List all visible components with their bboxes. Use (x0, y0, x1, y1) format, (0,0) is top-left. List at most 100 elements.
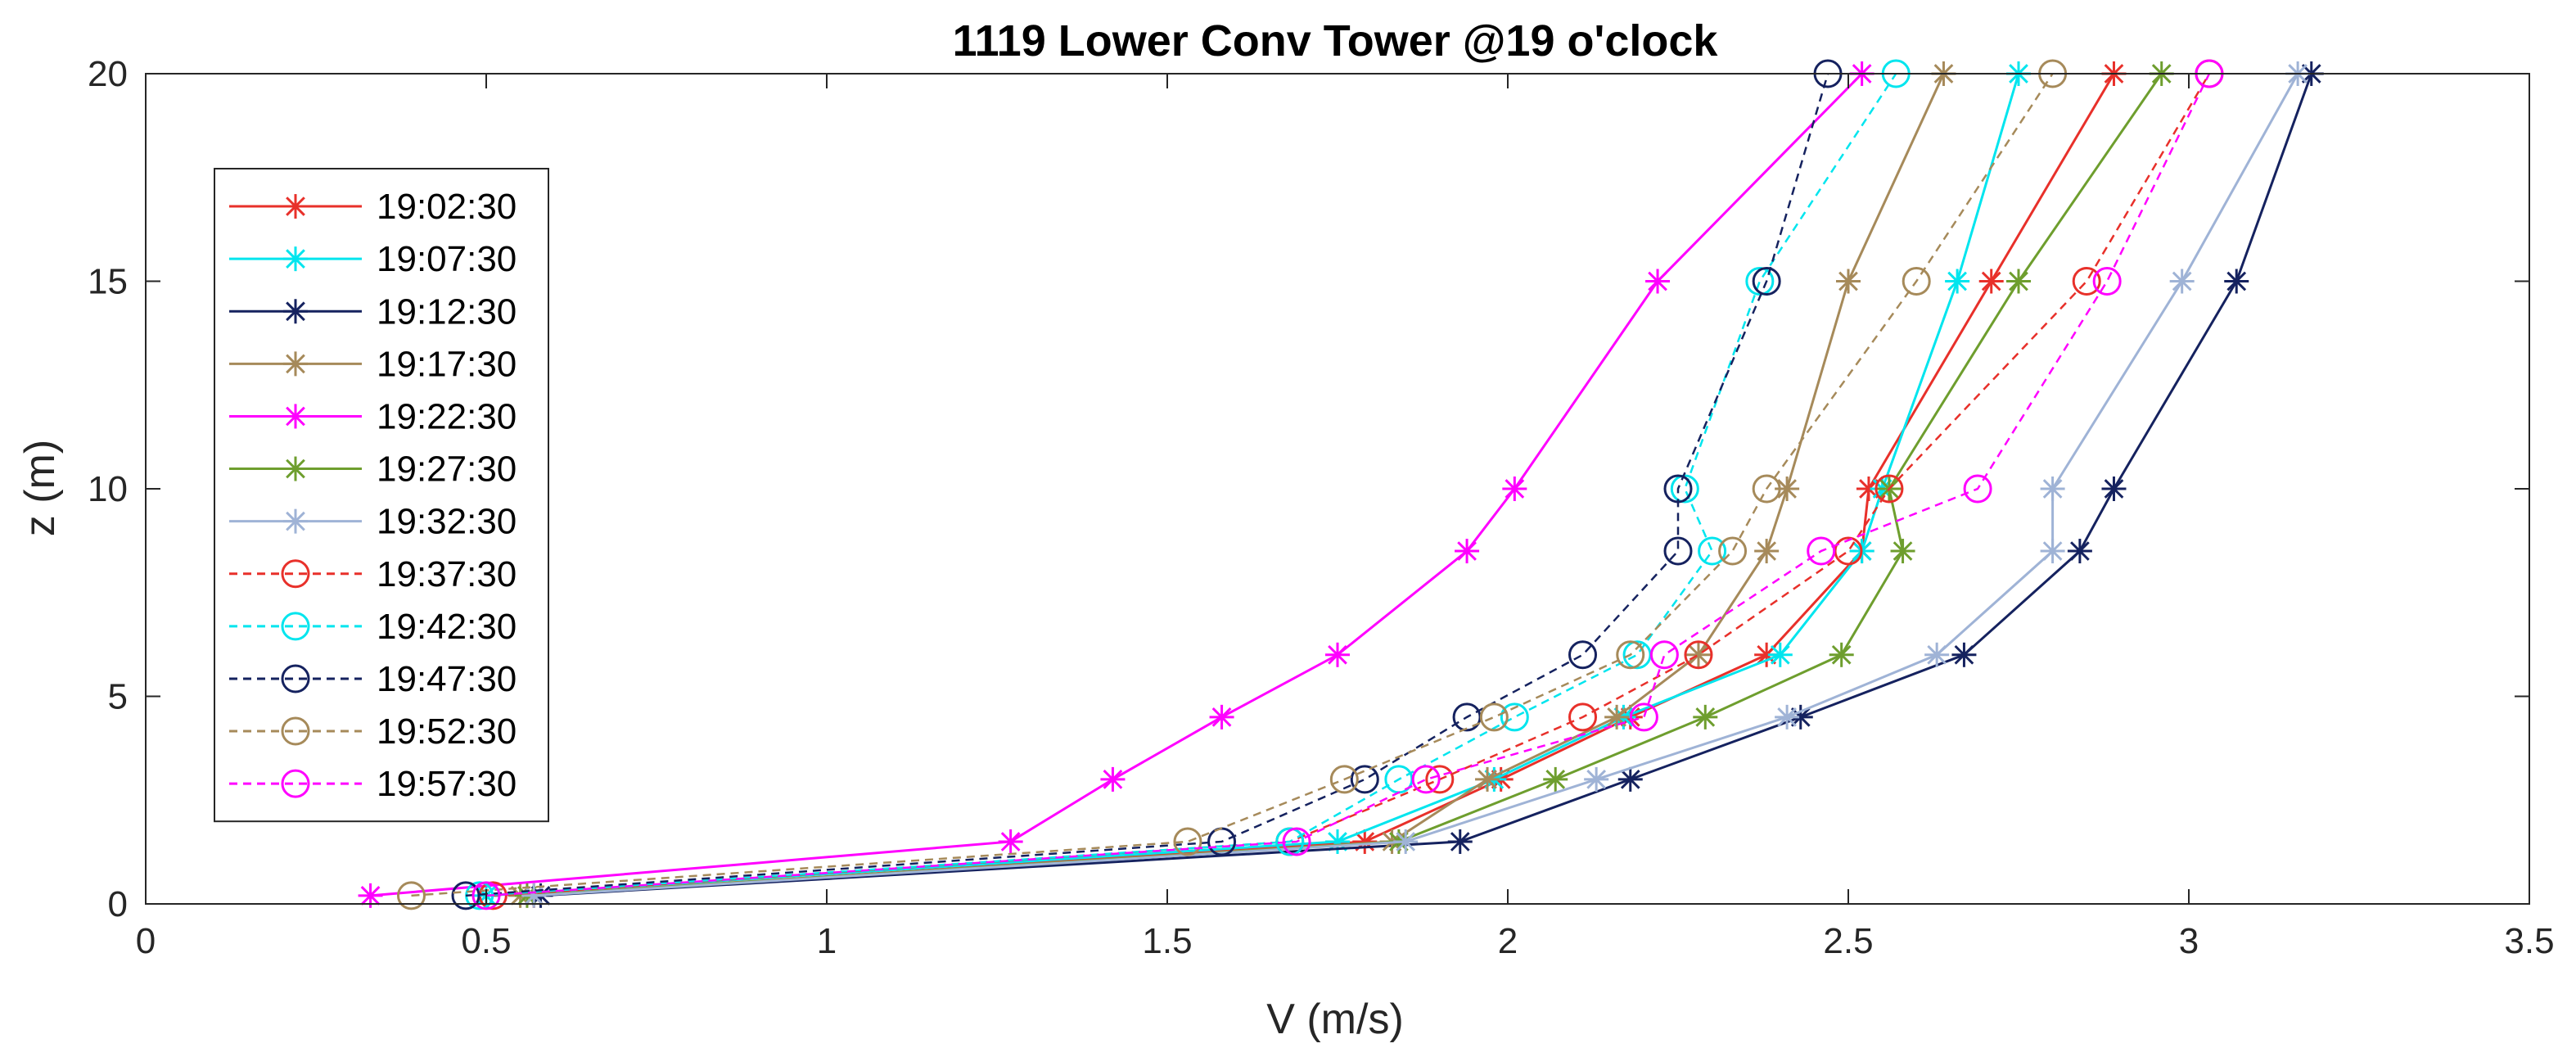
legend-label: 19:37:30 (377, 554, 517, 594)
legend-label: 19:32:30 (377, 502, 517, 542)
data-point (1411, 765, 1441, 794)
legend-marker (283, 246, 308, 272)
data-point (1807, 536, 1836, 566)
data-point (1500, 702, 1529, 732)
x-tick-label: 0 (136, 921, 156, 961)
data-point (1829, 642, 1854, 667)
data-point (998, 829, 1023, 854)
legend-marker (283, 456, 308, 481)
series-19-57-30 (471, 59, 2224, 910)
x-tick-label: 3 (2179, 921, 2199, 961)
legend-marker (283, 404, 308, 429)
data-point (1645, 269, 1671, 294)
y-tick-label: 0 (108, 884, 128, 924)
legend-item: 19:57:30 (229, 764, 517, 804)
data-point (2067, 539, 2092, 564)
data-point (2040, 539, 2065, 564)
data-point (1629, 702, 1658, 732)
series-line (485, 73, 2211, 897)
series-19-12-30 (528, 61, 2324, 908)
legend-item: 19:42:30 (229, 607, 517, 647)
data-point (1963, 474, 1992, 504)
data-point (1754, 539, 1780, 564)
legend-marker (283, 508, 308, 534)
data-point (1754, 642, 1780, 667)
data-point (1425, 765, 1455, 794)
data-point (1902, 267, 1931, 296)
x-tick-label: 1.5 (1142, 921, 1192, 961)
series-line (411, 73, 2054, 897)
data-point (2224, 269, 2249, 294)
data-point (1775, 477, 1800, 501)
data-point (1329, 765, 1359, 794)
data-point (1209, 704, 1234, 730)
data-point (1447, 829, 1473, 854)
legend-item: 19:37:30 (229, 554, 517, 594)
x-tick-label: 3.5 (2504, 921, 2554, 961)
legend-marker (283, 351, 308, 377)
data-point (2092, 267, 2122, 296)
legend-item: 19:22:30 (229, 396, 517, 436)
data-point (2169, 269, 2195, 294)
legend-marker (283, 299, 308, 324)
legend-box (214, 168, 549, 823)
data-point (396, 881, 426, 910)
data-point (1275, 827, 1305, 856)
legend-label: 19:57:30 (377, 764, 517, 804)
x-tick-label: 1 (817, 921, 837, 961)
data-point (1924, 642, 1950, 667)
legend-marker (281, 559, 310, 589)
series-19-32-30 (521, 61, 2311, 908)
legend-label: 19:02:30 (377, 187, 517, 227)
axes-layer: 0 0.5 1 1.5 2 2.5 3 3.5 0 5 10 15 20 (88, 54, 2555, 961)
data-point (1698, 536, 1727, 566)
data-point (1752, 267, 1781, 296)
y-tick-label: 5 (108, 677, 128, 717)
data-point (1890, 539, 1915, 564)
data-point (1543, 766, 1568, 792)
data-point (1502, 477, 1527, 501)
legend-item: 19:17:30 (229, 344, 517, 384)
data-point (1775, 704, 1800, 730)
chart-title: 1119 Lower Conv Tower @19 o'clock (953, 16, 1719, 66)
data-point (1874, 474, 1904, 504)
data-point (1767, 642, 1793, 667)
legend-item: 19:52:30 (229, 711, 517, 752)
series-layer (358, 59, 2324, 910)
legend-label: 19:42:30 (377, 607, 517, 647)
data-point (1325, 642, 1350, 667)
data-point (2101, 477, 2127, 501)
x-tick-label: 0.5 (461, 921, 511, 961)
legend-label: 19:47:30 (377, 659, 517, 699)
series-line (479, 73, 1897, 897)
data-point (1788, 704, 1813, 730)
data-point (2040, 477, 2065, 501)
y-tick-label: 15 (88, 262, 128, 302)
data-point (1945, 269, 1970, 294)
legend-label: 19:27:30 (377, 449, 517, 490)
x-tick-label: 2.5 (1823, 921, 1873, 961)
data-point (1604, 704, 1630, 730)
data-point (1584, 766, 1609, 792)
legend-marker (281, 664, 310, 693)
legend-marker (283, 194, 308, 219)
series-line (465, 73, 1829, 897)
data-point (1663, 474, 1693, 504)
legend-label: 19:22:30 (377, 396, 517, 436)
data-point (471, 881, 501, 910)
data-point (1718, 536, 1748, 566)
legend-label: 19:07:30 (377, 239, 517, 279)
y-tick-label: 10 (88, 469, 128, 509)
data-point (2072, 267, 2101, 296)
x-tick-label: 2 (1498, 921, 1518, 961)
legend-marker (281, 612, 310, 641)
data-point (451, 881, 480, 910)
data-point (1670, 474, 1699, 504)
legend: 19:02:30 19:07:30 19:12:30 19:17:30 19:22:30… (214, 168, 549, 823)
data-point (1836, 269, 1861, 294)
data-point (1350, 765, 1379, 794)
x-axis-label: V (m/s) (1266, 996, 1404, 1043)
data-point (1479, 702, 1509, 732)
data-point (1663, 536, 1693, 566)
